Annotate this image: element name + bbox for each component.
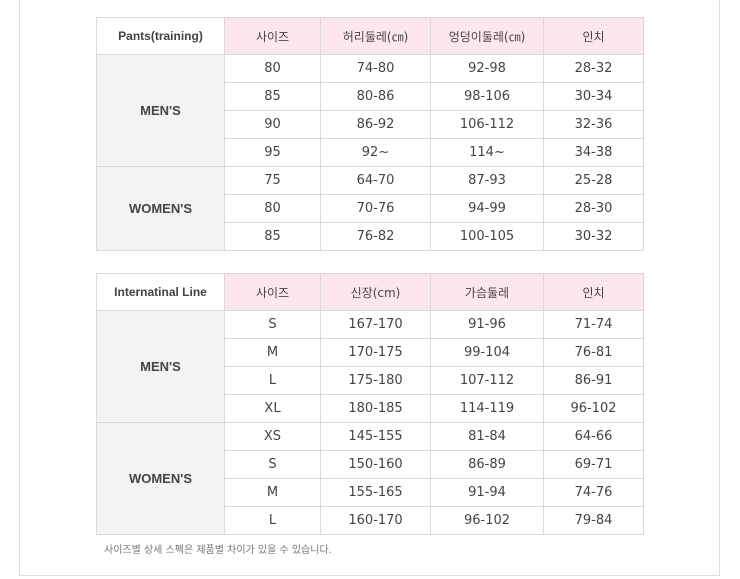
measurement-cell: 86-89	[430, 450, 544, 479]
size-cell: L	[224, 506, 321, 535]
size-cell: 80	[224, 194, 321, 223]
measurement-cell: 100-105	[430, 222, 544, 251]
measurement-cell: 69-71	[543, 450, 644, 479]
measurement-cell: 150-160	[320, 450, 431, 479]
measurement-cell: 28-32	[543, 54, 644, 83]
table-row: MEN'S S 167-170 91-96 71-74	[96, 310, 644, 423]
measurement-cell: 114-119	[430, 394, 544, 423]
table-row: 90 86-92 106-112 32-36	[97, 110, 644, 139]
column-header: 사이즈	[224, 17, 321, 55]
measurement-cell: 96-102	[430, 506, 544, 535]
table-row: 85 76-82 100-105 30-32	[97, 222, 644, 251]
size-cell: M	[224, 478, 321, 507]
measurement-cell: 167-170	[320, 310, 431, 339]
table-row: WOMEN'S 75 64-70 87-93 25-28	[96, 166, 644, 251]
table-row: WOMEN'S XS 145-155 81-84 64-66	[96, 422, 644, 535]
group-label: MEN'S	[96, 54, 225, 167]
measurement-cell: 86-91	[543, 366, 644, 395]
size-note: 사이즈별 상세 스펙은 제품별 차이가 있을 수 있습니다.	[104, 545, 332, 556]
size-cell: S	[224, 310, 321, 339]
group-label: WOMEN'S	[96, 422, 225, 535]
table-row: MEN'S 80 74-80 92-98 28-32	[96, 54, 644, 167]
measurement-cell: 86-92	[320, 110, 431, 139]
measurement-cell: 64-66	[543, 422, 644, 451]
measurement-cell: 81-84	[430, 422, 544, 451]
size-cell: 90	[224, 110, 321, 139]
measurement-cell: 71-74	[543, 310, 644, 339]
table-title: Internatinal Line	[96, 273, 225, 311]
measurement-cell: 107-112	[430, 366, 544, 395]
measurement-cell: 92~	[320, 138, 431, 167]
frame-left-border	[19, 0, 20, 576]
measurement-cell: 170-175	[320, 338, 431, 367]
group-label: MEN'S	[96, 310, 225, 423]
column-header: 가슴둘레	[430, 273, 544, 311]
frame-bottom-border	[19, 575, 720, 576]
size-cell: 80	[224, 54, 321, 83]
group-label: WOMEN'S	[96, 166, 225, 251]
measurement-cell: 175-180	[320, 366, 431, 395]
column-header: 인치	[543, 17, 644, 55]
measurement-cell: 74-80	[320, 54, 431, 83]
size-cell: 75	[224, 166, 321, 195]
measurement-cell: 91-94	[430, 478, 544, 507]
table-row: M 155-165 91-94 74-76	[97, 478, 644, 507]
column-header: 허리둘레(㎝)	[320, 17, 431, 55]
measurement-cell: 114~	[430, 138, 544, 167]
table-row: L 160-170 96-102 79-84	[97, 506, 644, 535]
measurement-cell: 74-76	[543, 478, 644, 507]
measurement-cell: 145-155	[320, 422, 431, 451]
measurement-cell: 34-38	[543, 138, 644, 167]
column-header: 엉덩이둘레(㎝)	[430, 17, 544, 55]
measurement-cell: 92-98	[430, 54, 544, 83]
table-title: Pants(training)	[96, 17, 225, 55]
measurement-cell: 25-28	[543, 166, 644, 195]
column-header: 신장(cm)	[320, 273, 431, 311]
pants-training-size-table: Pants(training) 사이즈 허리둘레(㎝) 엉덩이둘레(㎝) 인치 MEN'S…	[96, 17, 644, 251]
column-header: 사이즈	[224, 273, 321, 311]
measurement-cell: 30-32	[543, 222, 644, 251]
measurement-cell: 76-81	[543, 338, 644, 367]
measurement-cell: 32-36	[543, 110, 644, 139]
table-row: L 175-180 107-112 86-91	[97, 366, 644, 395]
header-row: Pants(training) 사이즈 허리둘레(㎝) 엉덩이둘레(㎝) 인치	[96, 17, 644, 55]
measurement-cell: 91-96	[430, 310, 544, 339]
size-cell: XL	[224, 394, 321, 423]
measurement-cell: 94-99	[430, 194, 544, 223]
measurement-cell: 99-104	[430, 338, 544, 367]
column-header: 인치	[543, 273, 644, 311]
measurement-cell: 30-34	[543, 82, 644, 111]
size-cell: 95	[224, 138, 321, 167]
measurement-cell: 106-112	[430, 110, 544, 139]
measurement-cell: 96-102	[543, 394, 644, 423]
measurement-cell: 180-185	[320, 394, 431, 423]
table-row: 85 80-86 98-106 30-34	[97, 82, 644, 111]
measurement-cell: 76-82	[320, 222, 431, 251]
measurement-cell: 70-76	[320, 194, 431, 223]
size-cell: 85	[224, 222, 321, 251]
measurement-cell: 80-86	[320, 82, 431, 111]
size-cell: L	[224, 366, 321, 395]
size-cell: S	[224, 450, 321, 479]
table-row: S 150-160 86-89 69-71	[97, 450, 644, 479]
measurement-cell: 79-84	[543, 506, 644, 535]
size-cell: XS	[224, 422, 321, 451]
table-row: 80 70-76 94-99 28-30	[97, 194, 644, 223]
table-row: 95 92~ 114~ 34-38	[97, 138, 644, 167]
size-cell: M	[224, 338, 321, 367]
measurement-cell: 98-106	[430, 82, 544, 111]
measurement-cell: 64-70	[320, 166, 431, 195]
measurement-cell: 160-170	[320, 506, 431, 535]
international-line-size-table: Internatinal Line 사이즈 신장(cm) 가슴둘레 인치 MEN'S S 16…	[96, 273, 644, 535]
size-cell: 85	[224, 82, 321, 111]
measurement-cell: 155-165	[320, 478, 431, 507]
table-row: M 170-175 99-104 76-81	[97, 338, 644, 367]
measurement-cell: 87-93	[430, 166, 544, 195]
header-row: Internatinal Line 사이즈 신장(cm) 가슴둘레 인치	[96, 273, 644, 311]
measurement-cell: 28-30	[543, 194, 644, 223]
frame-right-border	[719, 0, 720, 576]
